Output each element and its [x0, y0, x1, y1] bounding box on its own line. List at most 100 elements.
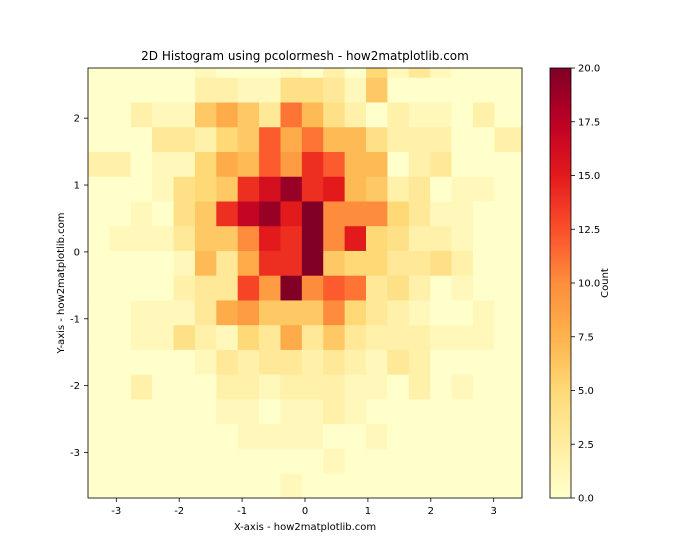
heatmap-cell: [88, 399, 110, 425]
x-tick-label: 2: [428, 506, 434, 517]
heatmap-cell: [152, 399, 174, 425]
x-tick-label: 0: [302, 506, 308, 517]
heatmap-cell: [451, 349, 474, 375]
heatmap-cell: [387, 423, 410, 449]
heatmap-cell: [259, 250, 281, 276]
heatmap-cell: [344, 126, 367, 152]
heatmap-cell: [387, 473, 410, 499]
heatmap-cell: [430, 473, 452, 499]
heatmap-cell: [408, 349, 431, 375]
heatmap-cell: [387, 349, 410, 375]
heatmap-cell: [472, 176, 495, 202]
x-tick-label: 3: [491, 506, 497, 517]
heatmap-cell: [259, 151, 281, 177]
heatmap-cell: [344, 423, 367, 449]
heatmap-cell: [301, 77, 324, 103]
heatmap-cell: [88, 68, 110, 78]
heatmap-cell: [216, 151, 239, 177]
heatmap-cell: [430, 201, 452, 227]
colorbar-tick-label: 2.5: [578, 440, 594, 451]
heatmap-cell: [194, 176, 217, 202]
heatmap-cell: [387, 448, 410, 474]
heatmap-cell: [472, 374, 495, 400]
heatmap-cell: [109, 399, 132, 425]
heatmap-cell: [301, 102, 324, 128]
heatmap-cell: [130, 250, 153, 276]
heatmap-cell: [280, 374, 303, 400]
heatmap-cell: [109, 77, 132, 103]
heatmap-cell: [173, 102, 196, 128]
heatmap-cell: [494, 151, 523, 177]
heatmap-cell: [280, 126, 303, 152]
heatmap-cell: [430, 151, 452, 177]
heatmap-cell: [173, 275, 196, 301]
heatmap-cell: [173, 399, 196, 425]
heatmap-cell: [88, 473, 110, 499]
heatmap-cell: [88, 151, 110, 177]
heatmap-cell: [109, 275, 132, 301]
heatmap-cell: [88, 324, 110, 350]
heatmap-cell: [494, 225, 523, 251]
heatmap-cell: [130, 349, 153, 375]
heatmap-cell: [430, 126, 452, 152]
heatmap-cell: [237, 399, 260, 425]
heatmap-cell: [494, 275, 523, 301]
heatmap-cell: [323, 225, 346, 251]
heatmap-cell: [109, 324, 132, 350]
heatmap-cell: [451, 77, 474, 103]
heatmap-cell: [301, 176, 324, 202]
heatmap-cell: [130, 126, 153, 152]
heatmap-cell: [280, 324, 303, 350]
heatmap-cell: [323, 126, 346, 152]
colorbar-tick-label: 20.0: [578, 64, 600, 75]
heatmap-cell: [259, 275, 281, 301]
heatmap-cell: [494, 126, 523, 152]
heatmap-cell: [237, 473, 260, 499]
heatmap-cell: [216, 275, 239, 301]
heatmap-cell: [301, 201, 324, 227]
heatmap-cell: [109, 300, 132, 326]
heatmap-cell: [408, 275, 431, 301]
heatmap-cell: [323, 374, 346, 400]
heatmap-cell: [408, 68, 431, 78]
heatmap-cell: [472, 349, 495, 375]
heatmap-cell: [301, 324, 324, 350]
heatmap-cell: [344, 300, 367, 326]
heatmap-cell: [301, 473, 324, 499]
heatmap-cell: [280, 225, 303, 251]
heatmap-cell: [152, 349, 174, 375]
heatmap-cell: [301, 374, 324, 400]
heatmap-cell: [494, 473, 523, 499]
heatmap-cell: [323, 151, 346, 177]
heatmap-cell: [430, 374, 452, 400]
heatmap-cell: [451, 250, 474, 276]
heatmap-cell: [494, 250, 523, 276]
heatmap-cell: [451, 448, 474, 474]
heatmap-cell: [280, 250, 303, 276]
y-tick-label: -1: [70, 314, 80, 325]
heatmap-cell: [430, 399, 452, 425]
heatmap-cell: [109, 423, 132, 449]
heatmap-cell: [109, 250, 132, 276]
heatmap-cell: [88, 201, 110, 227]
heatmap-cell: [323, 176, 346, 202]
heatmap-cell: [408, 77, 431, 103]
x-tick-label: 1: [365, 506, 371, 517]
heatmap-cell: [387, 374, 410, 400]
heatmap-cell: [280, 275, 303, 301]
heatmap-cell: [323, 102, 346, 128]
heatmap-cell: [88, 300, 110, 326]
heatmap-cell: [301, 250, 324, 276]
heatmap-cell: [109, 151, 132, 177]
heatmap-cell: [237, 126, 260, 152]
heatmap-cell: [472, 275, 495, 301]
heatmap-cell: [494, 399, 523, 425]
heatmap-cell: [472, 225, 495, 251]
heatmap-cell: [344, 201, 367, 227]
heatmap-cell: [344, 176, 367, 202]
heatmap-cell: [152, 77, 174, 103]
heatmap-cell: [194, 423, 217, 449]
heatmap-cell: [259, 225, 281, 251]
heatmap-cell: [173, 250, 196, 276]
y-axis: -3 -2 -1 0 1 2: [70, 114, 88, 459]
